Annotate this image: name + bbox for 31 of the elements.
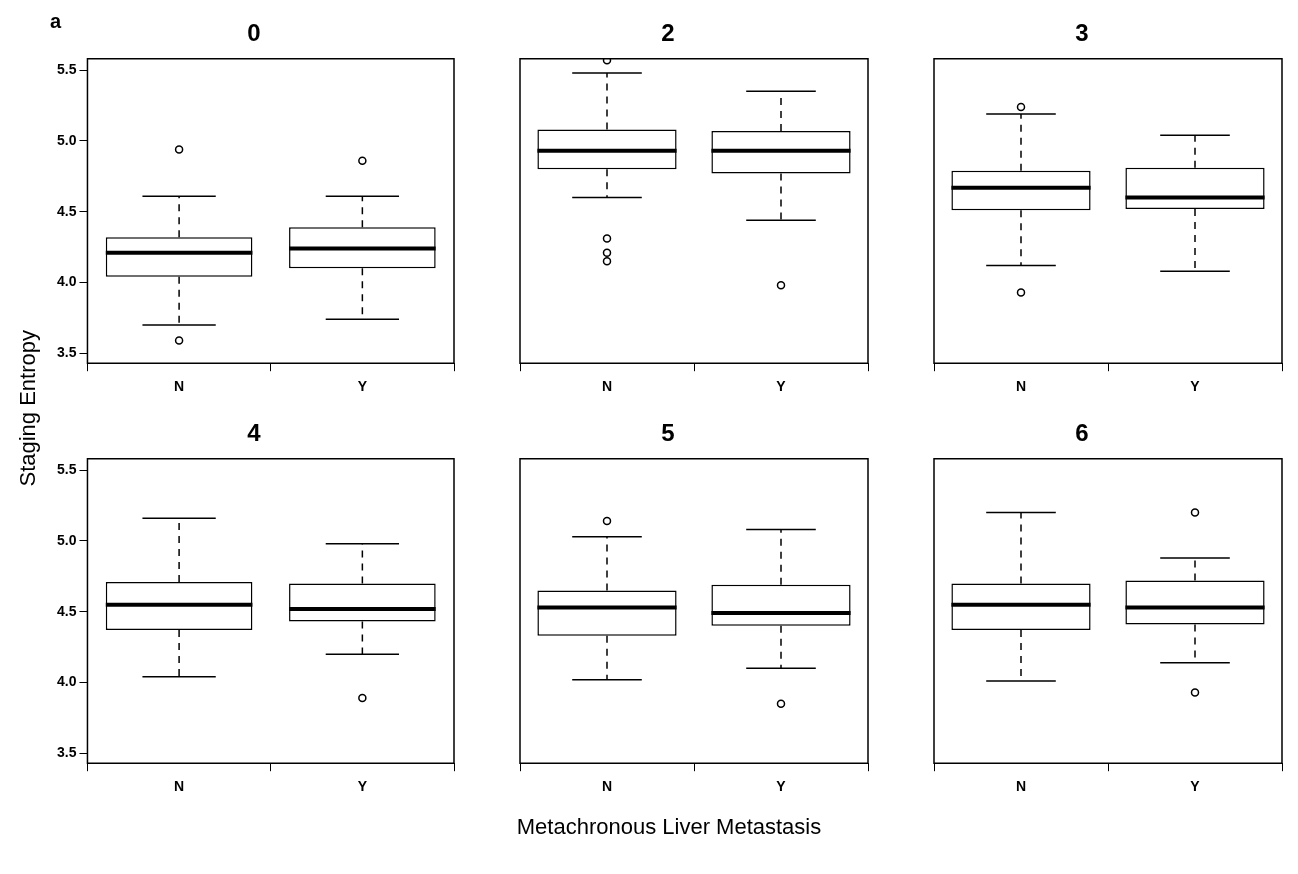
x-tick-label: Y <box>357 778 368 795</box>
y-axis-title: Staging Entropy <box>15 329 41 487</box>
y-tick-label: 4.5 <box>56 602 77 619</box>
x-tick-label: N <box>601 378 613 395</box>
chart-title: 0 <box>247 19 261 47</box>
y-tick-label: 4.5 <box>56 202 77 219</box>
x-tick-label: N <box>601 778 613 795</box>
x-tick-label: Y <box>1190 778 1201 795</box>
text: a <box>50 10 62 33</box>
chart-title: 6 <box>1075 419 1089 447</box>
x-tick-label: Y <box>1190 378 1201 395</box>
y-tick-label: 5.5 <box>56 60 77 77</box>
y-tick-label: 3.5 <box>56 344 77 361</box>
chart-title: 4 <box>247 419 262 447</box>
chart-title: 5 <box>661 419 675 447</box>
chart-title: 3 <box>1075 19 1089 47</box>
x-tick-label: N <box>174 778 185 795</box>
x-axis-title: Metachronous Liver Metastasis <box>515 814 823 840</box>
y-tick-label: 5.0 <box>56 131 77 148</box>
y-tick-label: 5.0 <box>56 531 77 548</box>
y-tick-label: 4.0 <box>56 273 77 290</box>
x-tick-label: Y <box>357 378 368 395</box>
x-tick-label: N <box>174 378 185 395</box>
x-tick-label: N <box>1015 778 1027 795</box>
y-tick-label: 5.5 <box>56 460 77 477</box>
x-tick-label: N <box>1015 378 1027 395</box>
x-tick-label: Y <box>776 778 787 795</box>
y-tick-label: 3.5 <box>56 744 77 761</box>
y-tick-label: 4.0 <box>56 673 77 690</box>
chart-title: 2 <box>661 19 675 47</box>
x-tick-label: Y <box>776 378 787 395</box>
